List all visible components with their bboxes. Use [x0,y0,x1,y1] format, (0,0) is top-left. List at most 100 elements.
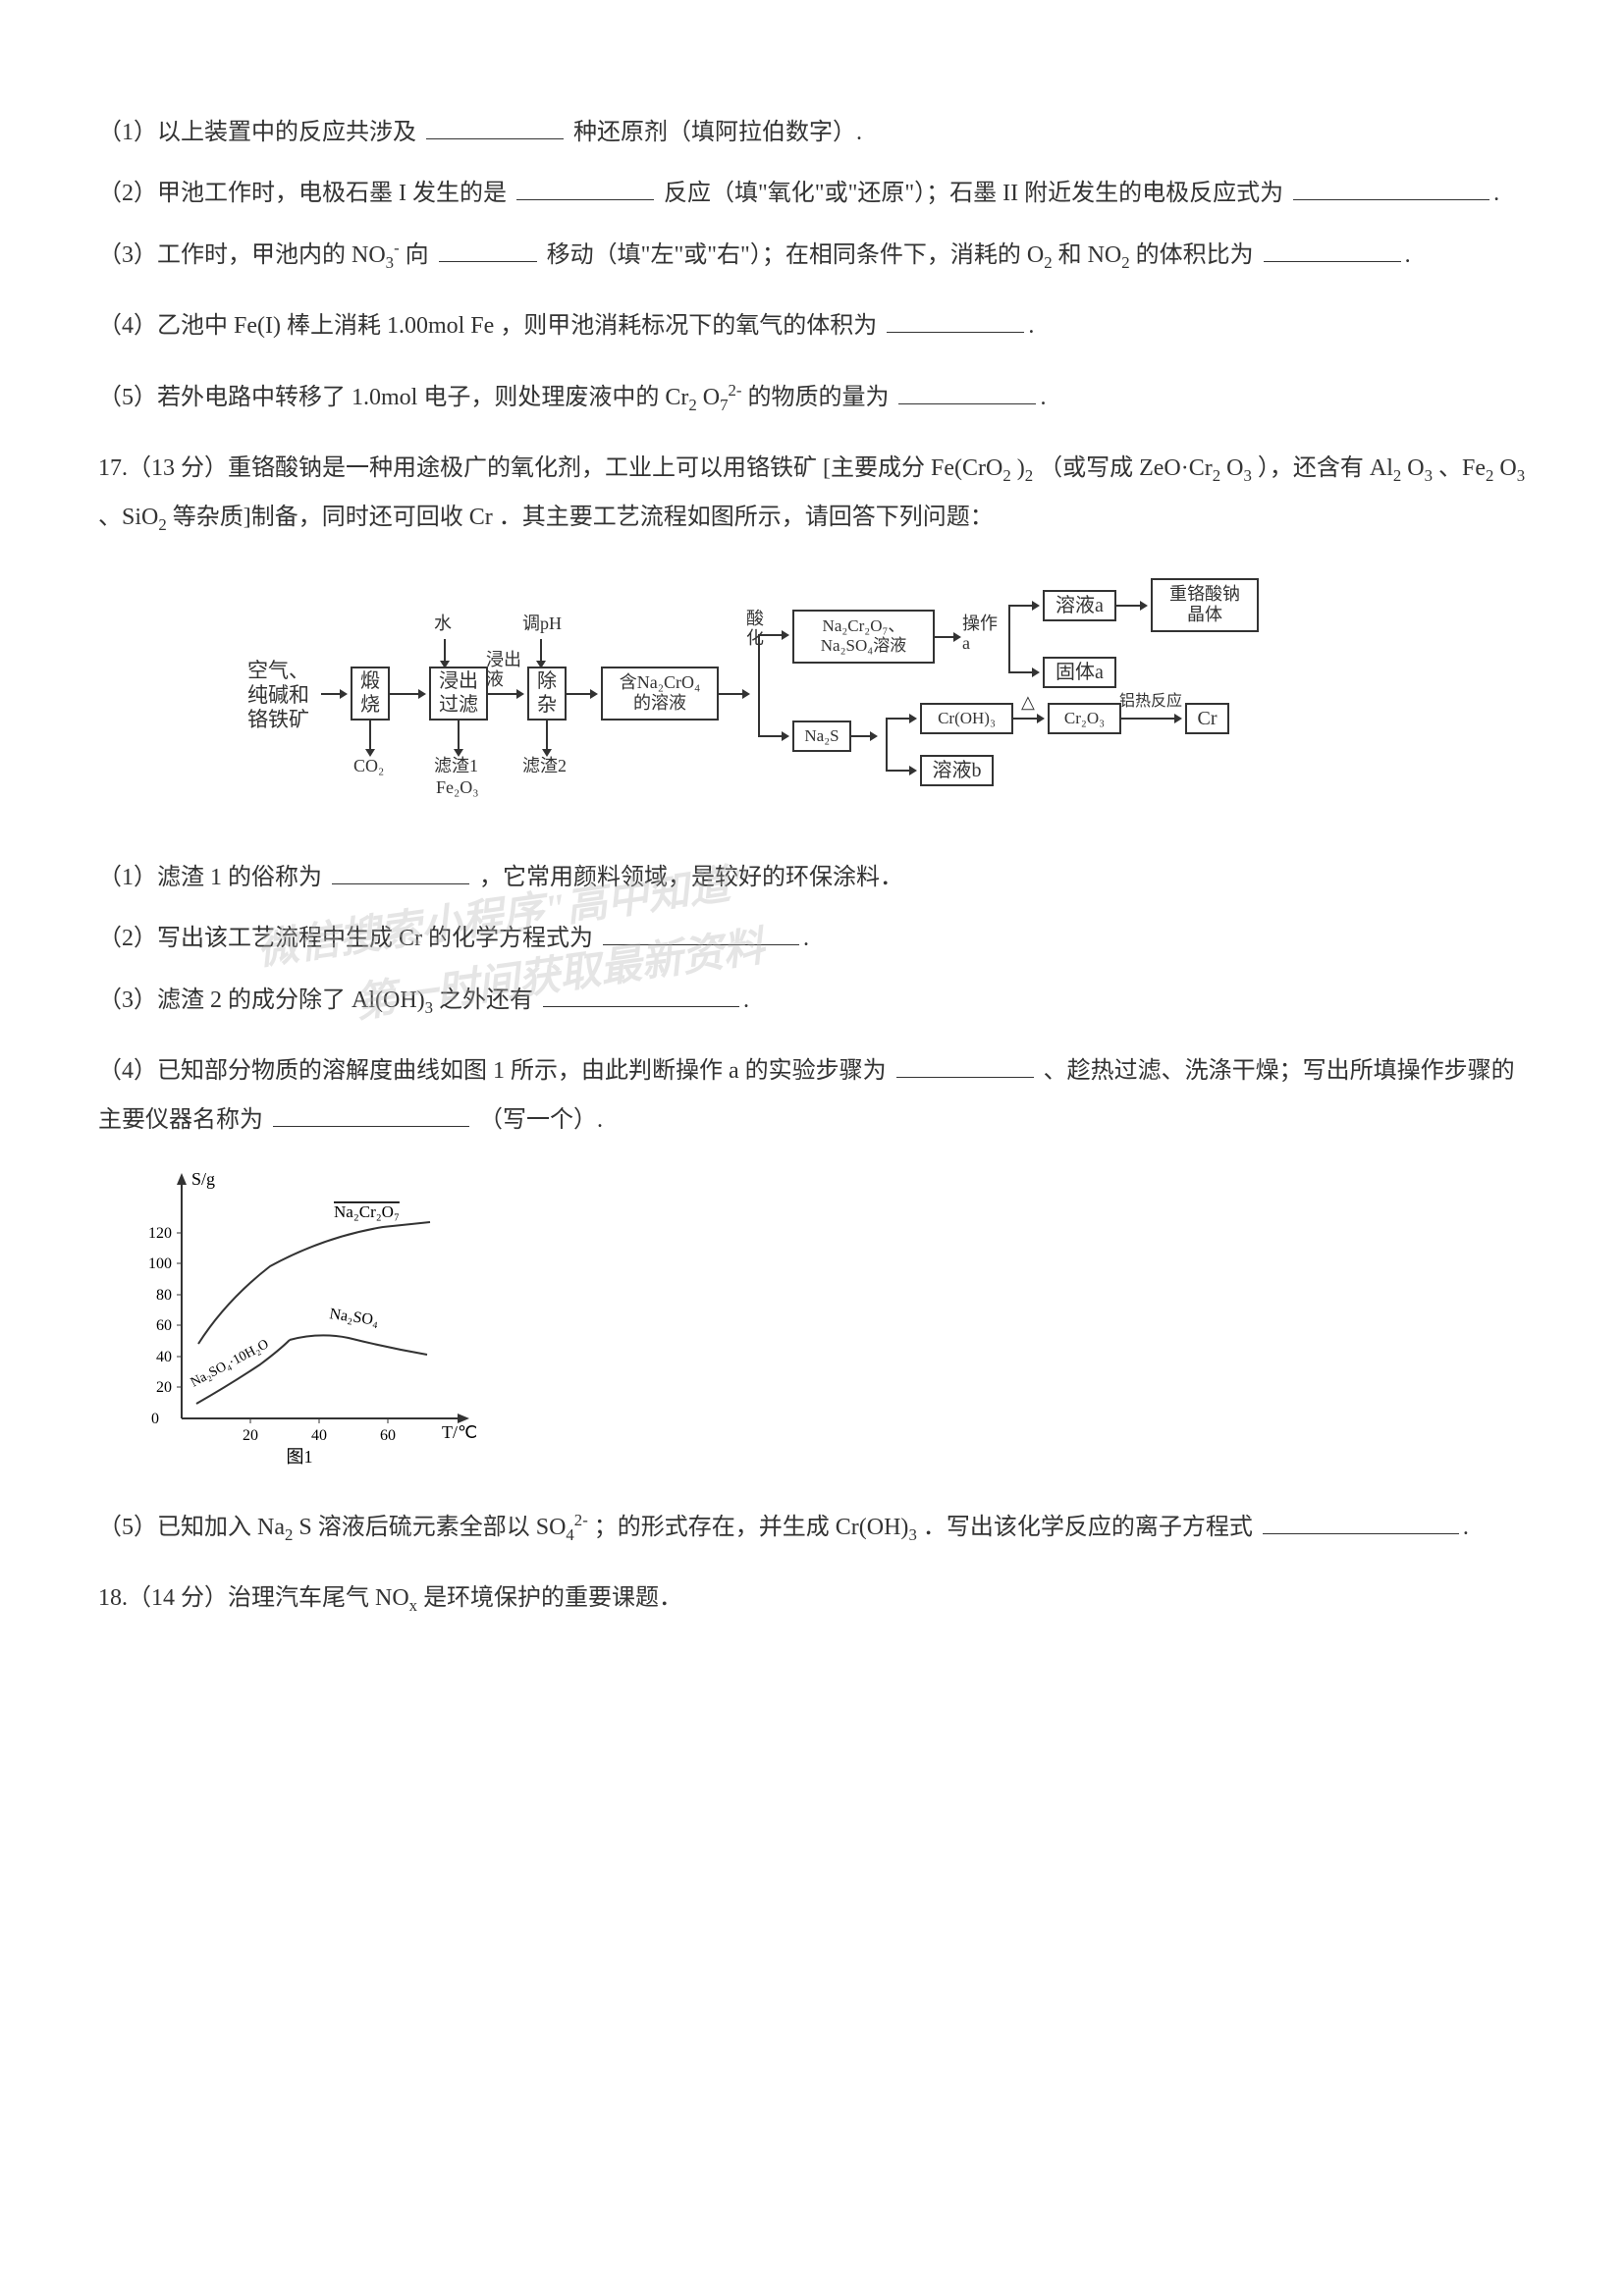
q2-line: （2）甲池工作时，电极石墨 I 发生的是 反应（填"氧化"或"还原"）；石墨 I… [98,169,1526,218]
q17-1-a: （1）滤渣 1 的俗称为 [98,865,322,890]
q5-c: 的物质的量为 [747,385,889,410]
fc-water-label: 水 [434,614,452,634]
fc-box-crystal: 重铬酸钠 晶体 [1151,578,1259,632]
fc-box-solb: 溶液b [920,755,994,786]
q5-b: O [703,385,720,410]
fc-residue1-label: 滤渣1 [434,757,478,776]
fc-arrow [369,721,371,755]
fc-box-croh3: Cr(OH)₃ [920,703,1013,734]
q17-5-blank [1263,1511,1459,1534]
svg-text:0: 0 [151,1411,159,1427]
q17-intro-a: 17.（13 分）重铬酸钠是一种用途极广的氧化剂，工业上可以用铬铁矿 [主要成分… [98,455,1002,481]
fc-ph-label: 调pH [522,614,562,634]
svg-text:Na₂Cr₂O₇: Na₂Cr₂O₇ [334,1202,400,1221]
fc-box-cr2o3: Cr₂O₃ [1048,703,1121,734]
fc-line [758,634,760,737]
fc-arrow [758,634,787,636]
q17-intro-f: ），还含有 Al [1258,455,1393,481]
chart-xlabel: T/℃ [442,1422,477,1442]
q17-intro-g: O [1407,455,1424,481]
svg-text:120: 120 [148,1225,172,1242]
fc-arrow [1008,671,1038,673]
q3-a: （3）工作时，甲池内的 NO [98,242,386,268]
fc-box-leach: 浸出 过滤 [429,667,488,721]
q17-intro-b: ) [1017,455,1025,481]
svg-text:100: 100 [148,1255,172,1272]
q3-blank1 [439,239,537,262]
q18-line: 18.（14 分）治理汽车尾气 NOx 是环境保护的重要课题． [98,1574,1526,1623]
q17-intro-e: O [1226,455,1243,481]
q2-blank1 [516,177,654,200]
fc-arrow [935,636,959,638]
q17-3-a: （3）滤渣 2 的成分除了 Al(OH) [98,988,425,1013]
fc-arrow [390,693,424,695]
fc-arrow [886,718,915,720]
q17-2-blank [603,922,799,945]
fc-arrow [488,693,522,695]
fc-reaction-label: 铝热反应 [1119,693,1182,711]
fc-opa-label: 操作 a [962,614,998,654]
q4-line: （4）乙池中 Fe(I) 棒上消耗 1.00mol Fe ，则甲池消耗标况下的氧… [98,301,1526,350]
q17-intro-c: （或写成 [1039,455,1133,481]
flowchart-diagram: 空气、 纯碱和 铬铁矿 煅 烧 CO₂ 水 浸出 过滤 滤渣1 Fe₂O₃ 浸出… [247,561,1377,835]
svg-text:40: 40 [311,1427,327,1444]
q17-3-blank [543,984,739,1007]
fc-arrow [458,721,460,755]
fc-arrow [758,735,787,737]
solubility-chart: S/g T/℃ 0 20 40 60 80 100 120 20 40 60 N… [128,1163,1526,1485]
fc-arrow [719,693,748,695]
fc-arrow [1008,605,1038,607]
q17-5-b: S 溶液后硫元素全部以 SO [298,1515,566,1540]
fc-arrow [1013,718,1043,720]
q17-5-a: （5）已知加入 Na [98,1515,285,1540]
q4-a: （4）乙池中 Fe(I) 棒上消耗 1.00mol Fe ，则甲池消耗标况下的氧… [98,313,877,339]
flowchart-container: 空气、 纯碱和 铬铁矿 煅 烧 CO₂ 水 浸出 过滤 滤渣1 Fe₂O₃ 浸出… [98,561,1526,835]
q17-3-line: （3）滤渣 2 的成分除了 Al(OH)3 之外还有 . [98,976,1526,1025]
fc-arrow [1121,718,1180,720]
q17-intro-i: O [1499,455,1516,481]
svg-text:60: 60 [380,1427,396,1444]
q18-a: 18.（14 分）治理汽车尾气 NO [98,1585,409,1611]
q5-blank [898,381,1036,404]
q17-4-line: （4）已知部分物质的溶解度曲线如图 1 所示，由此判断操作 a 的实验步骤为 、… [98,1046,1526,1146]
fc-box-calcine: 煅 烧 [351,667,390,721]
q1-suffix: 种还原剂（填阿拉伯数字）. [573,120,862,145]
fc-box-solida: 固体a [1043,657,1116,688]
q17-intro: 17.（13 分）重铬酸钠是一种用途极广的氧化剂，工业上可以用铬铁矿 [主要成分… [98,444,1526,543]
fc-box-solution1: 含Na₂CrO₄ 的溶液 [601,667,719,721]
q3-b: 向 [406,242,429,268]
fc-box-cr: Cr [1185,703,1229,734]
q17-2-a: （2）写出该工艺流程中生成 Cr 的化学方程式为 [98,926,593,951]
svg-text:Na₂SO₄·10H₂O: Na₂SO₄·10H₂O [189,1337,272,1390]
q2-b: 反应（填"氧化"或"还原"）；石墨 II 附近发生的电极反应式为 [664,181,1283,206]
q3-line: （3）工作时，甲池内的 NO3- 向 移动（填"左"或"右"）；在相同条件下，消… [98,231,1526,280]
fc-line [1008,605,1010,673]
q5-a: （5）若外电路中转移了 1.0mol 电子，则处理废液中的 Cr [98,385,688,410]
fc-arrow [546,721,548,755]
fc-arrow [567,693,596,695]
fc-arrow [886,770,915,772]
q17-5-line: （5）已知加入 Na2 S 溶液后硫元素全部以 SO42- ；的形式存在，并生成… [98,1503,1526,1552]
svg-text:20: 20 [243,1427,258,1444]
fc-box-sola: 溶液a [1043,590,1116,621]
q4-blank [887,309,1024,333]
q17-4-blank2 [273,1103,469,1127]
q3-blank2 [1264,239,1401,262]
fc-arrow [540,639,542,667]
fc-box-purify: 除 杂 [527,667,567,721]
fc-input: 空气、 纯碱和 铬铁矿 [247,659,309,733]
q3-c: 移动（填"左"或"右"）；在相同条件下，消耗的 O [547,242,1045,268]
svg-text:Na₂SO₄: Na₂SO₄ [328,1306,380,1329]
chart-ylabel: S/g [191,1169,215,1189]
svg-text:40: 40 [156,1349,172,1365]
q17-4-c: （写一个）. [479,1107,603,1133]
svg-text:60: 60 [156,1317,172,1334]
fc-box-na2s: Na₂S [792,721,851,752]
q17-2-line: （2）写出该工艺流程中生成 Cr 的化学方程式为 . [98,914,1526,963]
fc-acid-label: 酸 化 [746,610,764,649]
q1-prefix: （1）以上装置中的反应共涉及 [98,120,416,145]
q17-4-blank1 [896,1054,1034,1078]
fc-residue2-label: 滤渣2 [522,757,567,776]
fc-arrow [321,693,346,695]
q17-intro-d: ZeO·Cr [1139,455,1213,481]
